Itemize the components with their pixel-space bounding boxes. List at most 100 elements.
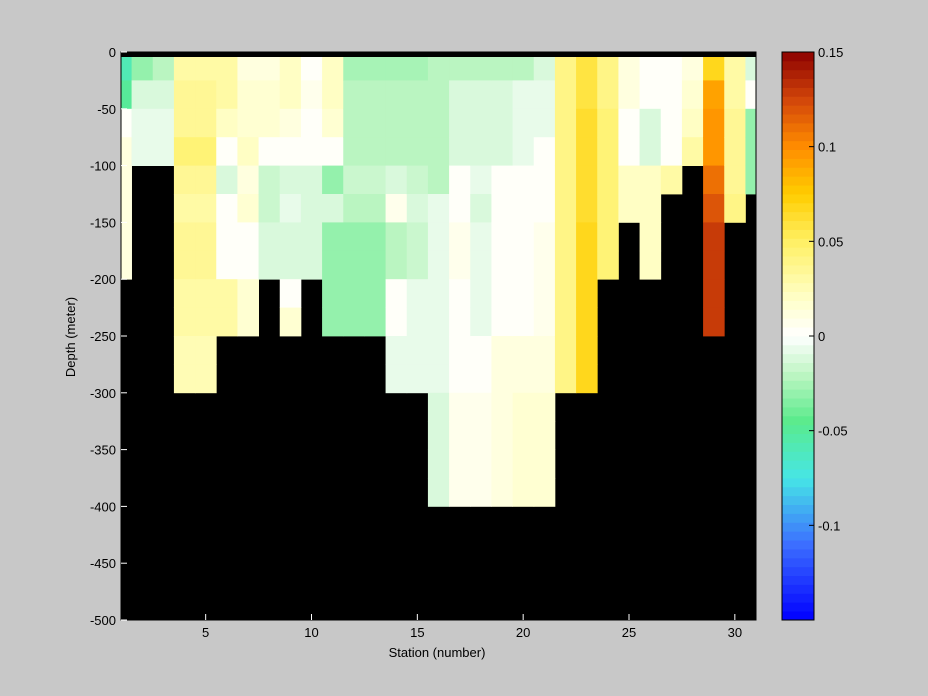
heatmap-cell [258, 194, 281, 223]
heatmap-cell [533, 165, 556, 195]
heatmap-cell [449, 108, 471, 138]
heatmap-cell [258, 222, 281, 252]
heatmap-cell [639, 250, 662, 280]
heatmap-cell [724, 52, 746, 81]
heatmap-cell [406, 336, 429, 365]
heatmap-cell [576, 137, 598, 166]
heatmap-cell [279, 52, 302, 81]
heatmap-cell [195, 307, 217, 337]
heatmap-cell [237, 137, 259, 166]
heatmap-cell [385, 222, 408, 252]
heatmap-cell [237, 279, 259, 308]
heatmap-cell [491, 279, 513, 308]
heatmap-cell [216, 307, 238, 337]
colorbar-segment [782, 211, 814, 222]
heatmap-cell [576, 250, 598, 280]
heatmap-cell [470, 279, 492, 308]
colorbar-segment [782, 247, 814, 257]
colorbar-segment [782, 513, 814, 523]
heatmap-cell [385, 364, 408, 394]
heatmap-cell [470, 364, 492, 394]
heatmap-cell [512, 250, 535, 280]
y-tick-label: -50 [97, 102, 116, 117]
heatmap-cell [364, 165, 386, 195]
heatmap-cell [322, 80, 344, 110]
x-tick-label: 5 [202, 625, 209, 640]
heatmap-cell [237, 250, 259, 280]
heatmap-cell [364, 279, 386, 308]
heatmap-cell [491, 194, 513, 223]
heatmap-cell [343, 250, 365, 280]
heatmap-cell [512, 279, 535, 308]
colorbar-segment [782, 602, 814, 612]
heatmap-cell [427, 392, 450, 422]
colorbar-segment [782, 575, 814, 585]
heatmap-cell [173, 137, 196, 166]
heatmap-cell [449, 222, 471, 252]
heatmap-cell [322, 222, 344, 252]
heatmap-cell [470, 392, 492, 422]
heatmap-cell [554, 137, 577, 166]
heatmap-cell [152, 52, 175, 81]
heatmap-cell [703, 222, 725, 252]
colorbar-segment [782, 291, 814, 301]
heatmap-cell [427, 279, 450, 308]
heatmap-cell [216, 137, 238, 166]
colorbar-segment [782, 176, 814, 186]
heatmap-cell [470, 108, 492, 138]
colorbar-segment [782, 273, 814, 284]
heatmap-cell [173, 307, 196, 337]
heatmap-cell [322, 194, 344, 223]
heatmap-cell [195, 52, 217, 81]
colorbar-tick-label: 0 [818, 329, 825, 344]
heatmap-cell [449, 52, 471, 81]
heatmap-cell [533, 222, 556, 252]
heatmap-cell [512, 108, 535, 138]
heatmap-cell [385, 279, 408, 308]
heatmap-cell [597, 250, 619, 280]
heatmap-cell [427, 421, 450, 450]
heatmap-cell [427, 222, 450, 252]
colorbar-segment [782, 504, 814, 514]
heatmap-cell [237, 52, 259, 81]
heatmap-cell [491, 392, 513, 422]
colorbar-segment [782, 593, 814, 603]
heatmap-cell [385, 194, 408, 223]
heatmap-cell [300, 108, 323, 138]
heatmap-cell [406, 108, 429, 138]
heatmap-cell [385, 336, 408, 365]
axes: 5 10 15 20 25 30 0 -50 -100 -150 -200 -250 -300 -350 -… [90, 45, 757, 640]
heatmap-cell [427, 336, 450, 365]
heatmap-cell [322, 52, 344, 81]
heatmap-cell [597, 222, 619, 252]
colorbar-segment [782, 105, 814, 115]
heatmap-cell [364, 52, 386, 81]
heatmap-cell [449, 392, 471, 422]
heatmap-cell [258, 80, 281, 110]
heatmap-cell [173, 279, 196, 308]
heatmap-cell [639, 108, 662, 138]
heatmap-cell [173, 52, 196, 81]
heatmap-cell [406, 250, 429, 280]
heatmap-cell [597, 137, 619, 166]
y-tick-label: 0 [109, 45, 116, 60]
colorbar-segment [782, 389, 814, 399]
heatmap-plot-area [121, 52, 757, 620]
heatmap-cell [554, 307, 577, 337]
heatmap-cell [703, 307, 725, 337]
colorbar-segment [782, 114, 814, 124]
heatmap-cell [512, 364, 535, 394]
colorbar-segment [782, 522, 814, 532]
y-tick-label: -300 [90, 386, 116, 401]
heatmap-cell [173, 364, 196, 394]
heatmap-cell [597, 80, 619, 110]
heatmap-cell [512, 449, 535, 479]
heatmap-cell [554, 108, 577, 138]
heatmap-cell [745, 108, 757, 138]
heatmap-cell [121, 222, 132, 252]
heatmap-cell [618, 194, 640, 223]
heatmap-cell [449, 478, 471, 507]
heatmap-cell [385, 108, 408, 138]
heatmap-cell [618, 52, 640, 81]
heatmap-cell [237, 108, 259, 138]
